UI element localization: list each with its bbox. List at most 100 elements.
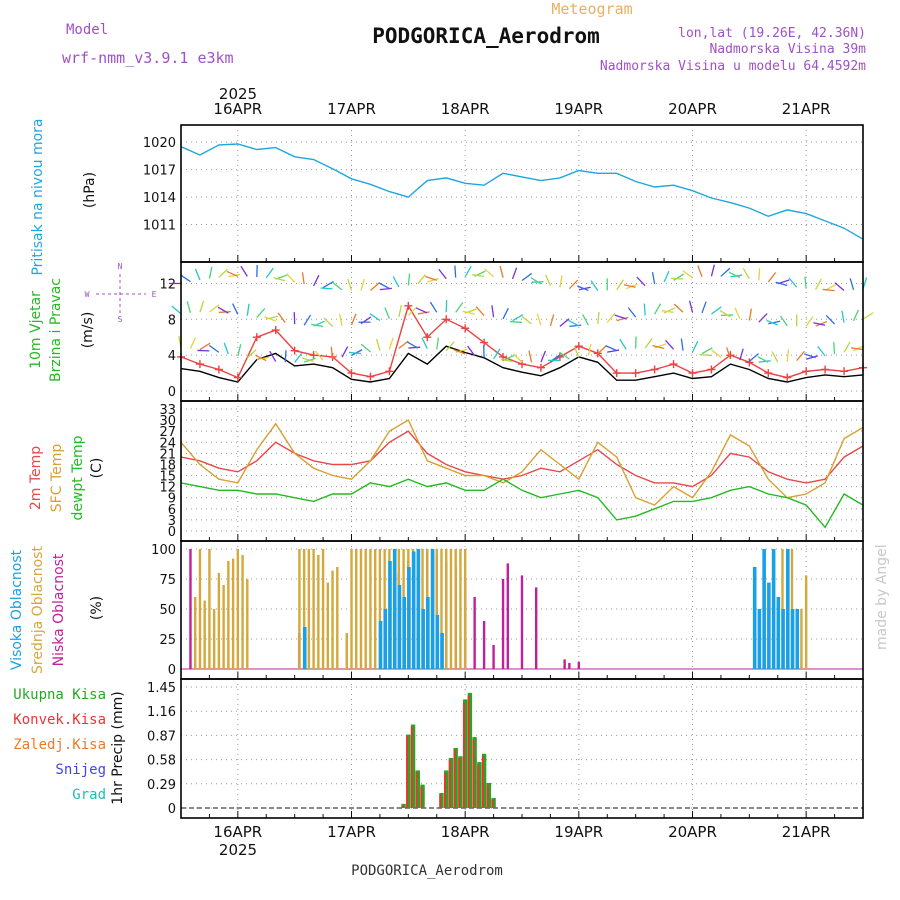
cloud-bar bbox=[378, 549, 382, 669]
cloud-bar bbox=[364, 549, 367, 669]
wind-direction-arrow bbox=[680, 338, 684, 351]
wind-direction-arrow bbox=[536, 313, 542, 326]
year-bottom: 2025 bbox=[219, 841, 257, 859]
wind-direction-arrow bbox=[719, 310, 731, 318]
cloud-bar bbox=[416, 549, 421, 669]
wind-direction-arrow bbox=[348, 351, 362, 355]
cloud-bar bbox=[317, 555, 320, 669]
wind-direction-arrow bbox=[673, 303, 684, 313]
precipitation-ytick-label: 0.87 bbox=[147, 729, 176, 744]
wind-direction-arrow bbox=[512, 314, 524, 322]
wind-direction-arrow bbox=[841, 310, 845, 323]
svg-text:W: W bbox=[85, 290, 90, 299]
day-label-top: 19APR bbox=[554, 100, 603, 118]
cloud-bar bbox=[520, 575, 524, 669]
gust-marker bbox=[707, 365, 716, 374]
temp-unit: (C) bbox=[89, 458, 105, 479]
wind-direction-arrow bbox=[301, 357, 314, 362]
precipitation-frame bbox=[180, 678, 864, 819]
cloud-bar bbox=[203, 600, 206, 669]
wind-direction-arrow bbox=[582, 314, 589, 326]
wind-direction-arrow bbox=[208, 344, 220, 353]
wind-direction-arrow bbox=[597, 345, 607, 355]
wind-direction-arrow bbox=[766, 319, 778, 326]
wind-direction-arrow bbox=[313, 274, 320, 287]
precip-bar-total bbox=[444, 770, 449, 808]
wind-direction-arrow bbox=[375, 338, 381, 351]
clouds-ytick-label: 25 bbox=[159, 633, 176, 648]
wind-ytick-label: 0 bbox=[168, 385, 176, 400]
cloud-bar bbox=[298, 549, 301, 669]
wind-direction-arrow bbox=[862, 312, 874, 320]
wind-direction-arrow bbox=[228, 273, 241, 278]
wind-direction-arrow bbox=[286, 273, 296, 283]
temperature-ytick-label: 0 bbox=[168, 525, 176, 540]
precip-bar-convective bbox=[415, 772, 418, 808]
cloud-bar bbox=[804, 575, 808, 669]
day-label-bottom: 19APR bbox=[554, 823, 603, 841]
wind-direction-arrow bbox=[643, 303, 646, 316]
precip-legend: Ukupna Kisa Konvek.Kisa Zaledj.Kisa Snij… bbox=[13, 687, 106, 803]
wind-series-line bbox=[180, 345, 864, 383]
temperature-ytick-label: 3 bbox=[168, 514, 176, 529]
wind-direction-arrow bbox=[726, 347, 732, 360]
wind-direction-arrow bbox=[472, 274, 485, 277]
wind-direction-arrow bbox=[330, 346, 334, 359]
cloud-bar bbox=[302, 627, 307, 669]
clouds-ytick-label: 100 bbox=[151, 543, 176, 558]
gust-marker bbox=[745, 358, 754, 367]
cloud-bar bbox=[312, 549, 315, 669]
wind-direction-arrow bbox=[605, 345, 617, 352]
temperature-series-line bbox=[180, 478, 864, 529]
day-label-top: 21APR bbox=[782, 100, 831, 118]
precip-bar-convective bbox=[406, 736, 409, 808]
wind-direction-arrow bbox=[528, 350, 533, 363]
precipitation-ytick-label: 1.16 bbox=[147, 705, 176, 720]
cloud-bar bbox=[563, 659, 566, 669]
temperature-ytick-label: 18 bbox=[159, 458, 176, 473]
cloud-bar bbox=[435, 615, 440, 669]
cloud-bar bbox=[795, 609, 800, 669]
wind-direction-arrow bbox=[627, 307, 637, 318]
wind-direction-arrow bbox=[825, 314, 836, 325]
pressure-label: Pritisak na nivou mora bbox=[30, 118, 46, 275]
precip-bar-convective bbox=[453, 749, 456, 808]
svg-text:E: E bbox=[152, 290, 157, 299]
pressure-ytick-label: 1011 bbox=[143, 219, 176, 234]
wind-ytick-label: 8 bbox=[168, 313, 176, 328]
cloud-bar bbox=[383, 609, 388, 669]
precip-bar-convective bbox=[420, 786, 423, 808]
wind-direction-arrow bbox=[768, 320, 781, 325]
wind-direction-arrow bbox=[544, 274, 552, 286]
wind-direction-arrow bbox=[654, 343, 667, 349]
wind-direction-arrow bbox=[788, 277, 798, 288]
wind-direction-arrow bbox=[311, 323, 324, 328]
temp2m-label: 2m Temp bbox=[28, 446, 44, 510]
cloud-bar bbox=[321, 549, 325, 669]
wind-direction-arrow bbox=[301, 272, 305, 285]
wind-direction-arrow bbox=[475, 306, 485, 316]
wind-direction-arrow bbox=[742, 268, 750, 280]
cloud-bar bbox=[350, 549, 353, 669]
wind-direction-arrow bbox=[559, 275, 563, 288]
wind-direction-arrow bbox=[568, 279, 579, 290]
day-label-bottom: 21APR bbox=[782, 823, 831, 841]
wind-direction-arrow bbox=[720, 267, 731, 277]
wind-direction-arrow bbox=[606, 312, 616, 323]
gust-marker bbox=[480, 338, 489, 347]
wind-direction-arrow bbox=[378, 282, 390, 290]
cloud-bar bbox=[307, 549, 311, 669]
wind-direction-arrow bbox=[360, 343, 371, 353]
wind-direction-arrow bbox=[332, 281, 343, 291]
precip-bar-total bbox=[420, 784, 425, 808]
cloud-bar bbox=[222, 585, 225, 669]
wind-direction-arrow bbox=[728, 271, 741, 279]
elevation: Nadmorska Visina 39m bbox=[709, 42, 866, 57]
wind-direction-arrow bbox=[775, 281, 788, 287]
model-elevation: Nadmorska Visina u modelu 64.4592m bbox=[600, 59, 866, 74]
cloud-bar bbox=[426, 597, 430, 669]
wind-direction-arrow bbox=[407, 306, 418, 316]
wind-direction-arrow bbox=[231, 303, 239, 315]
mid-cloud-label: Srednja Oblacnost bbox=[30, 546, 46, 674]
wind-direction-arrow bbox=[384, 307, 390, 319]
